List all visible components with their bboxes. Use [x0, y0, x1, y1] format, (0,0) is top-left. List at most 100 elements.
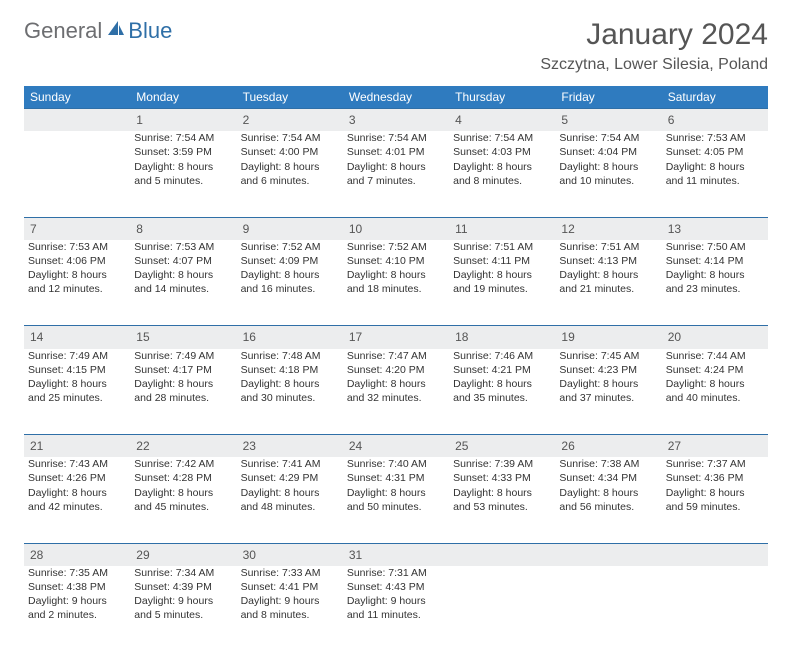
day-number: 22 — [130, 435, 236, 458]
day-number: 4 — [449, 109, 555, 132]
sunset-text: Sunset: 4:29 PM — [241, 471, 339, 485]
day-number — [662, 543, 768, 566]
sunrise-text: Sunrise: 7:45 AM — [559, 349, 657, 363]
sunrise-text: Sunrise: 7:42 AM — [134, 457, 232, 471]
daylight-text: Daylight: 8 hours and 28 minutes. — [134, 377, 232, 405]
title-block: January 2024 Szczytna, Lower Silesia, Po… — [540, 18, 768, 74]
day-content-row: Sunrise: 7:35 AMSunset: 4:38 PMDaylight:… — [24, 566, 768, 652]
sunrise-text: Sunrise: 7:54 AM — [241, 131, 339, 145]
day-number — [449, 543, 555, 566]
calendar-table: Sunday Monday Tuesday Wednesday Thursday… — [24, 86, 768, 652]
sunrise-text: Sunrise: 7:49 AM — [28, 349, 126, 363]
day-number: 3 — [343, 109, 449, 132]
day-cell: Sunrise: 7:40 AMSunset: 4:31 PMDaylight:… — [343, 457, 449, 543]
day-number-row: 78910111213 — [24, 217, 768, 240]
sunrise-text: Sunrise: 7:52 AM — [241, 240, 339, 254]
month-title: January 2024 — [540, 18, 768, 52]
day-number: 17 — [343, 326, 449, 349]
daylight-text: Daylight: 9 hours and 2 minutes. — [28, 594, 126, 622]
sunset-text: Sunset: 4:10 PM — [347, 254, 445, 268]
sunrise-text: Sunrise: 7:37 AM — [666, 457, 764, 471]
day-cell — [449, 566, 555, 652]
day-number: 9 — [237, 217, 343, 240]
daylight-text: Daylight: 8 hours and 12 minutes. — [28, 268, 126, 296]
day-number: 23 — [237, 435, 343, 458]
daylight-text: Daylight: 8 hours and 8 minutes. — [453, 160, 551, 188]
day-cell: Sunrise: 7:33 AMSunset: 4:41 PMDaylight:… — [237, 566, 343, 652]
daylight-text: Daylight: 8 hours and 42 minutes. — [28, 486, 126, 514]
sunset-text: Sunset: 4:31 PM — [347, 471, 445, 485]
day-number: 20 — [662, 326, 768, 349]
day-number-row: 123456 — [24, 109, 768, 132]
sunset-text: Sunset: 4:41 PM — [241, 580, 339, 594]
day-cell: Sunrise: 7:35 AMSunset: 4:38 PMDaylight:… — [24, 566, 130, 652]
sunrise-text: Sunrise: 7:39 AM — [453, 457, 551, 471]
day-number-row: 14151617181920 — [24, 326, 768, 349]
day-cell: Sunrise: 7:51 AMSunset: 4:13 PMDaylight:… — [555, 240, 661, 326]
logo-text-blue: Blue — [128, 18, 172, 44]
day-cell: Sunrise: 7:53 AMSunset: 4:06 PMDaylight:… — [24, 240, 130, 326]
daylight-text: Daylight: 8 hours and 59 minutes. — [666, 486, 764, 514]
logo-sail-icon — [106, 19, 126, 44]
day-number: 19 — [555, 326, 661, 349]
sunset-text: Sunset: 4:13 PM — [559, 254, 657, 268]
day-number: 5 — [555, 109, 661, 132]
sunrise-text: Sunrise: 7:53 AM — [28, 240, 126, 254]
weekday-header: Monday — [130, 86, 236, 109]
day-cell: Sunrise: 7:47 AMSunset: 4:20 PMDaylight:… — [343, 349, 449, 435]
day-content-row: Sunrise: 7:43 AMSunset: 4:26 PMDaylight:… — [24, 457, 768, 543]
sunrise-text: Sunrise: 7:33 AM — [241, 566, 339, 580]
daylight-text: Daylight: 8 hours and 23 minutes. — [666, 268, 764, 296]
day-number-row: 21222324252627 — [24, 435, 768, 458]
daylight-text: Daylight: 8 hours and 32 minutes. — [347, 377, 445, 405]
sunrise-text: Sunrise: 7:54 AM — [347, 131, 445, 145]
sunset-text: Sunset: 4:09 PM — [241, 254, 339, 268]
day-cell: Sunrise: 7:54 AMSunset: 4:03 PMDaylight:… — [449, 131, 555, 217]
sunrise-text: Sunrise: 7:47 AM — [347, 349, 445, 363]
sunrise-text: Sunrise: 7:54 AM — [559, 131, 657, 145]
sunset-text: Sunset: 4:39 PM — [134, 580, 232, 594]
daylight-text: Daylight: 8 hours and 45 minutes. — [134, 486, 232, 514]
day-cell: Sunrise: 7:54 AMSunset: 4:01 PMDaylight:… — [343, 131, 449, 217]
day-number: 2 — [237, 109, 343, 132]
sunset-text: Sunset: 4:36 PM — [666, 471, 764, 485]
day-number: 15 — [130, 326, 236, 349]
sunrise-text: Sunrise: 7:41 AM — [241, 457, 339, 471]
weekday-header: Tuesday — [237, 86, 343, 109]
day-number: 26 — [555, 435, 661, 458]
sunset-text: Sunset: 4:06 PM — [28, 254, 126, 268]
sunrise-text: Sunrise: 7:53 AM — [666, 131, 764, 145]
day-number: 13 — [662, 217, 768, 240]
page-header: General Blue January 2024 Szczytna, Lowe… — [24, 18, 768, 74]
day-cell: Sunrise: 7:42 AMSunset: 4:28 PMDaylight:… — [130, 457, 236, 543]
location-subtitle: Szczytna, Lower Silesia, Poland — [540, 56, 768, 74]
day-number: 6 — [662, 109, 768, 132]
daylight-text: Daylight: 9 hours and 5 minutes. — [134, 594, 232, 622]
day-cell — [662, 566, 768, 652]
daylight-text: Daylight: 8 hours and 53 minutes. — [453, 486, 551, 514]
sunset-text: Sunset: 4:24 PM — [666, 363, 764, 377]
day-cell: Sunrise: 7:34 AMSunset: 4:39 PMDaylight:… — [130, 566, 236, 652]
sunset-text: Sunset: 4:38 PM — [28, 580, 126, 594]
daylight-text: Daylight: 8 hours and 10 minutes. — [559, 160, 657, 188]
day-number: 24 — [343, 435, 449, 458]
day-number: 14 — [24, 326, 130, 349]
logo: General Blue — [24, 18, 172, 44]
daylight-text: Daylight: 8 hours and 37 minutes. — [559, 377, 657, 405]
sunrise-text: Sunrise: 7:50 AM — [666, 240, 764, 254]
daylight-text: Daylight: 8 hours and 48 minutes. — [241, 486, 339, 514]
sunrise-text: Sunrise: 7:52 AM — [347, 240, 445, 254]
daylight-text: Daylight: 9 hours and 8 minutes. — [241, 594, 339, 622]
day-number: 11 — [449, 217, 555, 240]
day-cell: Sunrise: 7:46 AMSunset: 4:21 PMDaylight:… — [449, 349, 555, 435]
daylight-text: Daylight: 8 hours and 7 minutes. — [347, 160, 445, 188]
calendar-body: 123456Sunrise: 7:54 AMSunset: 3:59 PMDay… — [24, 109, 768, 652]
sunrise-text: Sunrise: 7:38 AM — [559, 457, 657, 471]
sunset-text: Sunset: 4:21 PM — [453, 363, 551, 377]
day-cell: Sunrise: 7:51 AMSunset: 4:11 PMDaylight:… — [449, 240, 555, 326]
day-cell: Sunrise: 7:45 AMSunset: 4:23 PMDaylight:… — [555, 349, 661, 435]
day-number: 30 — [237, 543, 343, 566]
day-content-row: Sunrise: 7:54 AMSunset: 3:59 PMDaylight:… — [24, 131, 768, 217]
day-cell: Sunrise: 7:43 AMSunset: 4:26 PMDaylight:… — [24, 457, 130, 543]
daylight-text: Daylight: 8 hours and 18 minutes. — [347, 268, 445, 296]
